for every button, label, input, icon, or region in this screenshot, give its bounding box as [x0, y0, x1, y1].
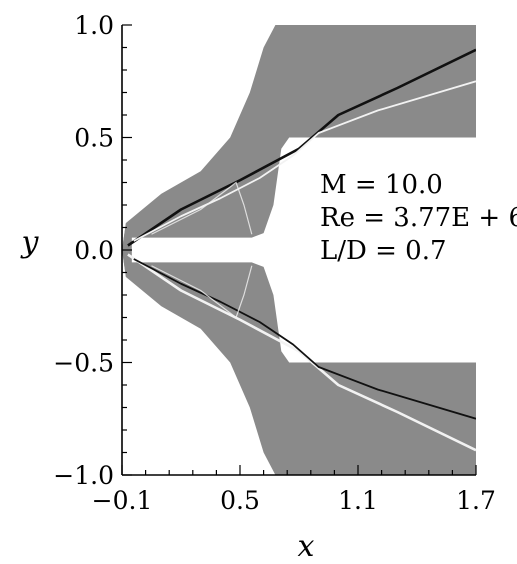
y-tick-label: −1.0 — [53, 461, 114, 490]
separation-bubble-lower — [151, 265, 253, 319]
y-axis-title: y — [20, 225, 40, 260]
x-tick-label: 0.5 — [220, 486, 260, 515]
y-tick-label: −0.5 — [53, 349, 114, 378]
x-tick-label: −0.1 — [92, 486, 153, 515]
axis-ticks — [121, 24, 477, 476]
annotation-reynolds: Re = 3.77E + 6 — [320, 203, 517, 233]
y-tick-label: 1.0 — [74, 11, 114, 40]
x-axis-title: x — [298, 529, 315, 564]
flow-field — [122, 25, 476, 475]
outer-shock-upper — [127, 48, 476, 247]
flow-domain-lower — [122, 250, 476, 475]
inner-shock-lower — [133, 258, 476, 420]
x-tick-label: 1.1 — [338, 486, 378, 515]
axis-tick-labels: −0.1 0.5 1.1 1.7 1.0 0.5 0.0 −0.5 −1.0 — [53, 11, 496, 515]
annotation-mach: M = 10.0 — [320, 170, 443, 200]
inner-shock-upper — [133, 80, 476, 242]
annotation-ld: L/D = 0.7 — [320, 236, 447, 266]
y-tick-label: 0.5 — [74, 124, 114, 153]
y-tick-label: 0.0 — [74, 236, 114, 265]
separation-bubble-upper — [151, 181, 253, 235]
outer-shock-lower — [127, 253, 476, 452]
x-tick-label: 1.7 — [456, 486, 496, 515]
